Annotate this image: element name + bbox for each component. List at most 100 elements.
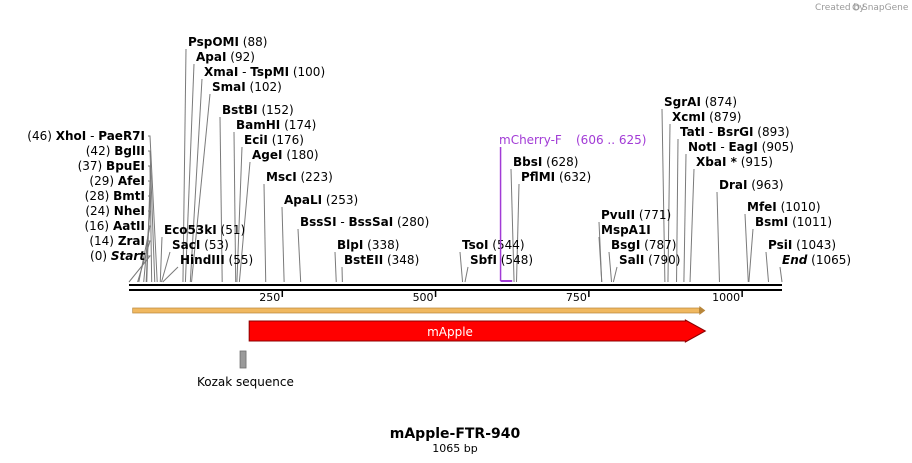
snapgene-logo-icon — [852, 3, 860, 11]
enzyme-site-top-8[interactable]: MscI (223) — [266, 170, 333, 184]
feature-kozak[interactable]: Kozak sequence — [197, 350, 294, 389]
leader-line — [281, 206, 285, 283]
enzyme-site-left-7[interactable]: (14) ZraI — [89, 234, 145, 248]
enzyme-label: HindIII (55) — [180, 253, 253, 267]
leader-line — [667, 123, 671, 283]
enzyme-label: SacI (53) — [172, 238, 229, 252]
credit-brand: SnapGene — [862, 3, 909, 13]
enzyme-label: (42) BglII — [86, 144, 145, 158]
enzyme-site-top-9[interactable]: ApaLI (253) — [284, 193, 358, 207]
enzyme-site-top-10[interactable]: BssSI - BssSaI (280) — [300, 215, 429, 229]
leader-line — [138, 225, 151, 283]
enzyme-label: Eco53kI (51) — [164, 223, 245, 237]
enzyme-site-top-3[interactable]: SmaI (102) — [212, 80, 282, 94]
enzyme-site-top-2[interactable]: XmaI - TspMI (100) — [204, 65, 325, 79]
enzyme-site-top-5[interactable]: BamHI (174) — [236, 118, 316, 132]
enzyme-label: BssSI - BssSaI (280) — [300, 215, 429, 229]
enzyme-site-right-11[interactable]: NotI - EagI (905) — [688, 140, 794, 154]
enzyme-site-right-3[interactable]: SbfI (548) — [470, 253, 533, 267]
ruler: 250 500 750 1000 — [259, 290, 743, 304]
leader-line — [148, 150, 156, 283]
enzyme-site-top-1[interactable]: ApaI (92) — [196, 50, 255, 64]
enzyme-site-right-10[interactable]: TatI - BsrGI (893) — [680, 125, 790, 139]
enzyme-label: (0) Start — [90, 249, 146, 263]
enzyme-site-top-4[interactable]: BstBI (152) — [222, 103, 294, 117]
orf-arrow[interactable] — [132, 306, 706, 315]
ruler-tick-label: 1000 — [712, 291, 740, 304]
leader-line — [297, 228, 302, 283]
enzyme-site-left-3[interactable]: (29) AfeI — [89, 174, 145, 188]
leader-line — [143, 210, 151, 283]
enzyme-site-top-7[interactable]: AgeI (180) — [252, 148, 319, 162]
enzyme-site-right-2[interactable]: TsoI (544) — [462, 238, 525, 252]
enzyme-site-top-12[interactable]: BstEII (348) — [344, 253, 419, 267]
enzyme-label: PspOMI (88) — [188, 35, 267, 49]
enzyme-label: BsgI (787) — [611, 238, 676, 252]
enzyme-site-right-8[interactable]: SgrAI (874) — [664, 95, 737, 109]
enzyme-label: ApaLI (253) — [284, 193, 358, 207]
enzyme-site-left-1[interactable]: (42) BglII — [86, 144, 145, 158]
enzyme-site-right-13[interactable]: DraI (963) — [719, 178, 784, 192]
leader-line — [159, 236, 163, 283]
enzyme-site-right-7[interactable]: SalI (790) — [619, 253, 680, 267]
enzyme-site-left-5[interactable]: (24) NheI — [85, 204, 145, 218]
enzyme-site-right-4[interactable]: PvuII (771) — [601, 208, 671, 222]
primer-label: mCherry-F — [499, 133, 562, 147]
primer-range: (606 .. 625) — [576, 133, 646, 147]
leader-line — [516, 183, 520, 283]
enzyme-label: BstBI (152) — [222, 103, 294, 117]
enzyme-label: TatI - BsrGI (893) — [680, 125, 790, 139]
enzyme-site-top-6[interactable]: EciI (176) — [244, 133, 304, 147]
enzyme-site-left-8[interactable]: (0) Start — [90, 249, 146, 263]
primer-mcherry-f[interactable]: mCherry-F (606 .. 625) — [499, 133, 646, 282]
enzyme-site-mid-0[interactable]: Eco53kI (51) — [164, 223, 245, 237]
map-title: mApple-FTR-940 — [390, 426, 521, 442]
enzyme-label: BlpI (338) — [337, 238, 399, 252]
enzyme-label: TsoI (544) — [462, 238, 525, 252]
leader-line — [779, 266, 783, 283]
leader-line — [219, 116, 223, 283]
enzyme-site-left-6[interactable]: (16) AatII — [84, 219, 145, 233]
leader-line — [236, 146, 243, 283]
enzyme-site-mid-1[interactable]: SacI (53) — [172, 238, 229, 252]
enzyme-label: PvuII (771) — [601, 208, 671, 222]
enzyme-label: SgrAI (874) — [664, 95, 737, 109]
enzyme-site-left-4[interactable]: (28) BmtI — [85, 189, 145, 203]
enzyme-site-right-17[interactable]: End (1065) — [782, 253, 851, 267]
enzyme-site-right-14[interactable]: MfeI (1010) — [747, 200, 821, 214]
enzyme-site-left-0[interactable]: (46) XhoI - PaeR7I — [27, 129, 145, 143]
enzyme-label: BamHI (174) — [236, 118, 316, 132]
leader-line — [689, 168, 695, 283]
enzyme-label: MspA1I — [601, 223, 651, 237]
leader-line — [238, 161, 251, 283]
enzyme-label: SmaI (102) — [212, 80, 282, 94]
enzyme-site-right-16[interactable]: PsiI (1043) — [768, 238, 836, 252]
enzyme-label: (16) AatII — [84, 219, 145, 233]
enzyme-site-right-5[interactable]: MspA1I — [601, 223, 651, 237]
enzyme-site-right-15[interactable]: BsmI (1011) — [755, 215, 832, 229]
enzyme-site-left-2[interactable]: (37) BpuEI — [78, 159, 145, 173]
ruler-tick-label: 250 — [259, 291, 280, 304]
enzyme-site-right-12[interactable]: XbaI * (915) — [696, 155, 773, 169]
enzyme-site-mid-2[interactable]: HindIII (55) — [180, 253, 253, 267]
enzyme-label: (24) NheI — [85, 204, 145, 218]
feature-mapple[interactable]: mApple — [248, 319, 707, 343]
enzyme-label: BbsI (628) — [513, 155, 578, 169]
enzyme-site-right-6[interactable]: BsgI (787) — [611, 238, 676, 252]
enzyme-label: XcmI (879) — [672, 110, 741, 124]
enzyme-site-right-1[interactable]: PflMI (632) — [521, 170, 591, 184]
enzyme-label: BstEII (348) — [344, 253, 419, 267]
leader-line — [716, 191, 720, 283]
enzyme-label: DraI (963) — [719, 178, 784, 192]
leader-line — [748, 228, 754, 283]
leader-line — [459, 251, 464, 283]
enzyme-site-right-0[interactable]: BbsI (628) — [513, 155, 578, 169]
enzyme-site-right-9[interactable]: XcmI (879) — [672, 110, 741, 124]
leader-line — [608, 251, 613, 283]
enzyme-site-top-0[interactable]: PspOMI (88) — [188, 35, 267, 49]
enzyme-site-top-11[interactable]: BlpI (338) — [337, 238, 399, 252]
leader-line — [128, 255, 152, 283]
leader-line — [510, 168, 515, 283]
leader-line — [464, 266, 469, 283]
